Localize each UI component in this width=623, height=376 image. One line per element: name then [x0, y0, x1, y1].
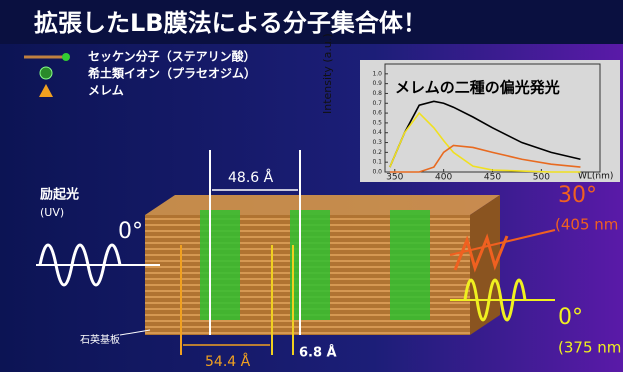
y-tick-label: 0.4	[372, 129, 382, 136]
label: (405 nm	[555, 216, 618, 234]
label: (375 nm	[558, 339, 621, 357]
legend-text: 希土類イオン（プラセオジム）	[87, 66, 256, 81]
label: 励起光	[40, 187, 79, 203]
legend-text: メレム	[88, 84, 124, 98]
x-tick-label: 500	[533, 173, 550, 183]
inset-title: メレムの二種の偏光発光	[395, 79, 560, 97]
page: 拡張したLB膜法による分子集合体！ セッケン分子（ステアリン酸） 希土類イオン（…	[0, 0, 623, 376]
label: 0°	[558, 305, 583, 330]
x-label: WL(nm)	[578, 172, 613, 182]
y-tick-label: 0.3	[372, 139, 382, 146]
y-tick-label: 0.8	[372, 90, 382, 97]
label: 石英基板	[80, 333, 120, 346]
y-tick-label: 0.9	[372, 80, 382, 87]
y-tick-label: 0.6	[372, 110, 382, 117]
y-tick-label: 0.7	[372, 100, 382, 107]
label: (UV)	[40, 206, 64, 219]
label: 48.6 Å	[228, 169, 274, 186]
y-tick-label: 0.0	[372, 169, 382, 176]
y-tick-label: 1.0	[372, 70, 382, 77]
x-tick-label: 400	[435, 173, 452, 183]
label: 54.4 Å	[205, 353, 251, 370]
y-tick-label: 0.5	[372, 119, 382, 126]
x-tick-label: 350	[386, 173, 403, 183]
legend-text: セッケン分子（ステアリン酸）	[88, 49, 256, 64]
y-tick-label: 0.1	[372, 159, 382, 166]
title: 拡張したLB膜法による分子集合体！	[34, 9, 427, 37]
x-tick-label: 450	[484, 173, 501, 183]
label: 30°	[558, 183, 597, 208]
label: 6.8 Å	[299, 345, 337, 361]
label: 0°	[118, 219, 143, 244]
icon	[40, 67, 52, 79]
y-label: Intensity (a.u.)	[321, 33, 334, 114]
slide: 拡張したLB膜法による分子集合体！ セッケン分子（ステアリン酸） 希土類イオン（…	[0, 0, 623, 372]
y-tick-label: 0.2	[372, 149, 382, 156]
